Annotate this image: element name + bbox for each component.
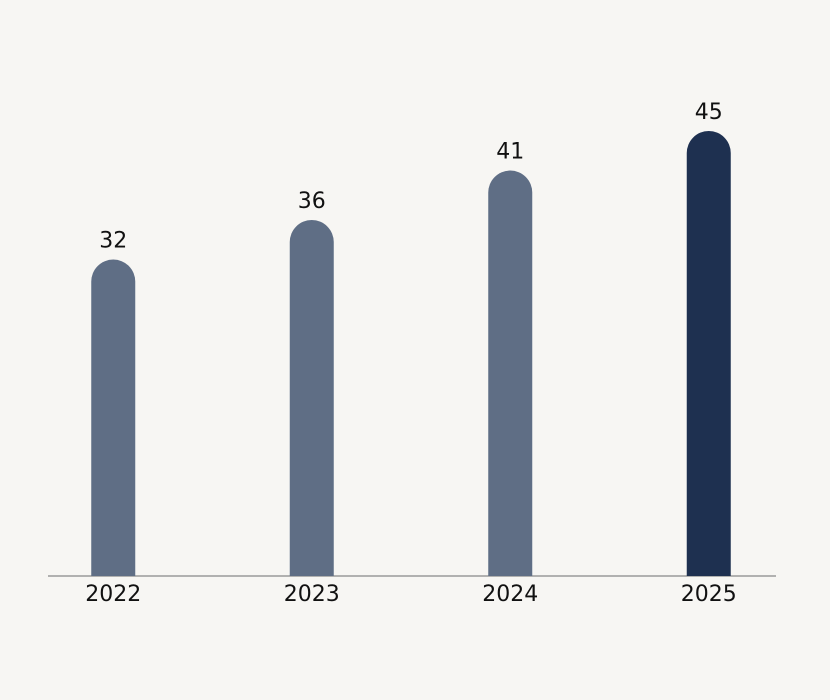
bar: [686, 131, 731, 576]
value-label: 45: [695, 100, 723, 125]
x-tick-label: 2024: [482, 582, 538, 607]
bar: [289, 220, 334, 576]
bar: [488, 170, 533, 577]
value-label: 32: [99, 229, 127, 254]
x-tick-label: 2025: [681, 582, 737, 607]
bar: [91, 259, 136, 576]
value-label: 41: [496, 140, 524, 165]
x-tick-label: 2023: [284, 582, 340, 607]
value-label: 36: [298, 189, 326, 214]
x-tick-label: 2022: [85, 582, 141, 607]
